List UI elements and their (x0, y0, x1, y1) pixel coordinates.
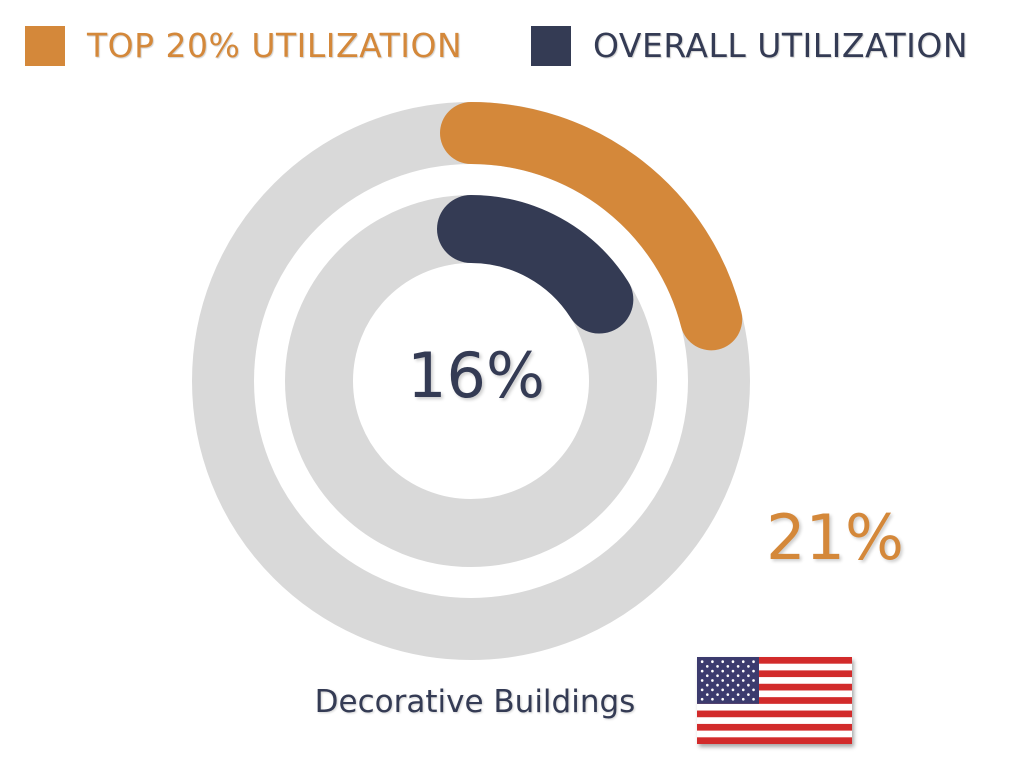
flag-star (726, 683, 730, 687)
flag-star (741, 660, 745, 664)
flag-star (747, 674, 750, 678)
flag-star (736, 693, 740, 696)
flag-star (705, 665, 709, 668)
flag-stripe (697, 683, 852, 691)
flag-star (747, 693, 750, 696)
flag-star (747, 683, 750, 687)
flag-stripe (697, 697, 852, 704)
flag-star (741, 688, 745, 692)
flag-star (716, 683, 719, 687)
flag-star (705, 674, 709, 678)
flag-star (736, 674, 740, 678)
legend-item-overall: OVERALL UTILIZATION (531, 26, 968, 66)
flag-star (747, 665, 750, 668)
legend-label-top-20: TOP 20% UTILIZATION (87, 26, 463, 65)
flag-star (726, 665, 730, 668)
flag-star (721, 688, 725, 692)
flag-star (741, 697, 745, 701)
flag-star (721, 679, 725, 682)
flag-star (731, 669, 735, 673)
category-label: Decorative Buildings (314, 684, 636, 720)
flag-star (741, 679, 745, 682)
flag-stripe (697, 670, 852, 678)
flag-star (752, 688, 755, 692)
flag-star (716, 665, 719, 668)
legend-swatch-top-20 (25, 26, 65, 66)
flag-star (752, 679, 755, 682)
flag-star (752, 669, 755, 673)
flag-star (700, 669, 704, 673)
flag-star (700, 697, 704, 701)
flag-star (731, 679, 735, 682)
legend-swatch-overall (531, 26, 571, 66)
flag-star (726, 674, 730, 678)
flag-star (731, 688, 735, 692)
outer-value-top-20: 21% (766, 501, 904, 574)
flag-star (711, 660, 714, 664)
flag-star (700, 660, 704, 664)
flag-star (736, 665, 740, 668)
flag-star (721, 660, 725, 664)
flag-star (700, 688, 704, 692)
flag-star (731, 697, 735, 701)
center-value-overall: 16% (407, 339, 545, 412)
legend-label-overall: OVERALL UTILIZATION (593, 26, 969, 65)
flag-star (741, 669, 745, 673)
arc-overall (437, 195, 634, 334)
flag-star (752, 660, 755, 664)
flag-star (726, 693, 730, 696)
flag-stripe (697, 737, 852, 744)
flag-star (731, 660, 735, 664)
flag-stripe (697, 657, 852, 664)
flag-star (721, 669, 725, 673)
flag-star (716, 693, 719, 696)
flag-stripe (697, 723, 852, 731)
flag-star (721, 697, 725, 701)
legend-item-top-20: TOP 20% UTILIZATION (25, 26, 462, 66)
flag-star (705, 693, 709, 696)
flag-star (711, 669, 714, 673)
flag-star (700, 679, 704, 682)
flag-star (752, 697, 755, 701)
flag-star (711, 697, 714, 701)
us-flag-icon (697, 657, 852, 744)
flag-star (716, 674, 719, 678)
flag-star (705, 683, 709, 687)
flag-star (711, 679, 714, 682)
arc-top-20 (440, 102, 743, 351)
flag-star (736, 683, 740, 687)
flag-star (711, 688, 714, 692)
flag-stripe (697, 710, 852, 718)
